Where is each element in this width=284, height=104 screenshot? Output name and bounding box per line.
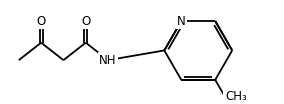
Text: N: N [177, 15, 186, 28]
Text: NH: NH [99, 54, 117, 67]
Text: O: O [81, 15, 90, 28]
Text: O: O [37, 15, 46, 28]
Text: CH₃: CH₃ [225, 90, 247, 103]
